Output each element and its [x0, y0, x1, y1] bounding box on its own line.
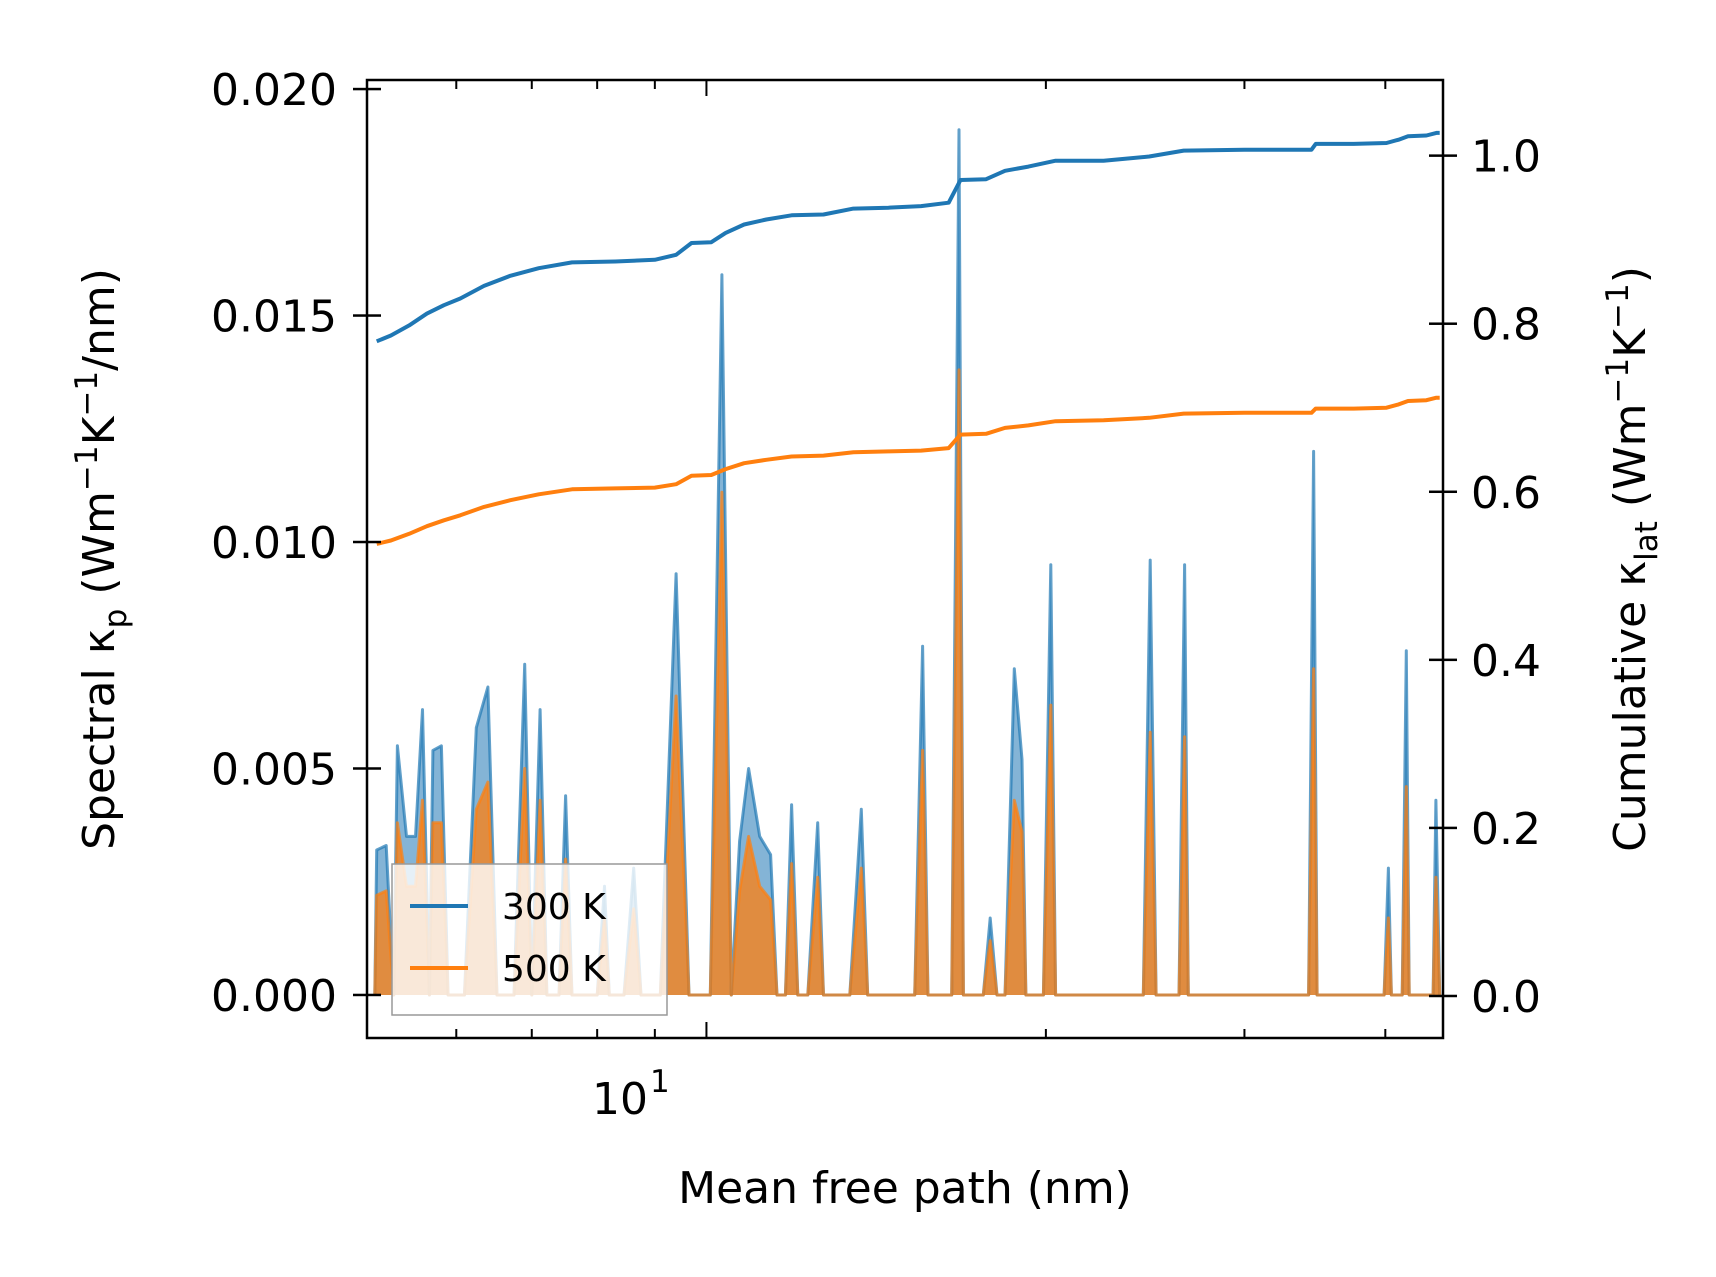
x-axis-title: Mean free path (nm)	[678, 1163, 1132, 1214]
spectral-line-500k	[373, 368, 1442, 997]
y-left-tick-label: 0.010	[211, 518, 337, 569]
y-right-tick-label: 0.8	[1471, 300, 1541, 351]
y-left-tick-label: 0.000	[211, 971, 337, 1022]
y-right-tick-label: 0.2	[1471, 804, 1541, 855]
x-tick-label: 10	[592, 1074, 648, 1125]
y-right-tick-label: 0.4	[1471, 636, 1541, 687]
y-left-tick-label: 0.020	[211, 65, 337, 116]
legend-label-300k: 300 K	[502, 887, 607, 928]
legend-box	[391, 863, 668, 1016]
y-right-tick-label: 0.6	[1471, 468, 1541, 519]
series-lines	[373, 128, 1442, 997]
cumulative-line-300k	[375, 130, 1440, 344]
y-left-tick-label: 0.015	[211, 292, 337, 343]
y-left-axis-title: Spectral κp (Wm−1K−1/nm)	[69, 268, 134, 850]
legend-label-500k: 500 K	[502, 949, 607, 990]
cumulative-line-500k	[376, 395, 1440, 546]
y-left-tick-label: 0.005	[211, 744, 337, 795]
y-right-tick-label: 0.0	[1471, 972, 1541, 1023]
plot-frame	[365, 78, 1445, 1040]
legend: 300 K 500 K	[391, 863, 668, 1016]
axis-ticks	[353, 80, 1457, 1038]
y-right-axis-title: Cumulative κlat (Wm−1K−1)	[1600, 266, 1665, 852]
x-tick-label-exponent: 1	[650, 1064, 670, 1100]
y-right-tick-label: 1.0	[1471, 132, 1541, 183]
